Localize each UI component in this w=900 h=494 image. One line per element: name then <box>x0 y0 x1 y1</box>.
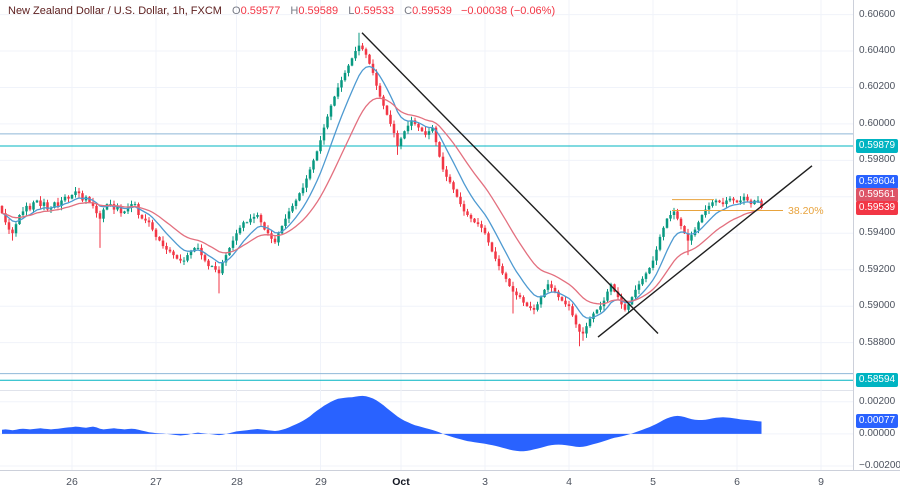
low-label: L <box>348 5 355 17</box>
price-pane[interactable]: 38.20% <box>0 0 853 390</box>
time-tick-label: 26 <box>66 476 78 488</box>
price-chart-canvas[interactable]: 38.20% <box>0 0 853 390</box>
price-label-chip: 0.59879 <box>856 139 898 153</box>
open-label: O <box>232 5 241 17</box>
price-tick-label: 0.60000 <box>859 118 896 129</box>
price-tick-label: 0.59800 <box>859 154 896 165</box>
price-label-chip: 0.59539 <box>856 201 898 215</box>
high-value: 0.59589 <box>298 5 339 17</box>
price-tick-label: 0.59400 <box>859 227 896 238</box>
close-value: 0.59539 <box>412 5 452 17</box>
time-tick-label: 27 <box>150 476 162 488</box>
close-label: C <box>404 5 413 17</box>
time-tick-label: 29 <box>315 476 327 488</box>
momentum-value-chip: 0.00077 <box>856 414 898 428</box>
change-value: −0.00038 (−0.06%) <box>460 5 556 17</box>
price-label-chip: 0.58594 <box>856 373 898 387</box>
price-axis[interactable]: 0.60600 0.60400 0.60200 0.60000 0.59800 0.596… <box>853 0 900 494</box>
symbol-legend: New Zealand Dollar / U.S. Dollar, 1h, FX… <box>8 5 555 17</box>
time-tick-label: 9 <box>818 476 824 488</box>
momentum-tick-label: 0.00000 <box>859 428 896 439</box>
price-tick-label: 0.60200 <box>859 81 896 92</box>
low-value: 0.59533 <box>354 5 395 17</box>
time-tick-label: 3 <box>482 476 488 488</box>
time-tick-label: 5 <box>650 476 656 488</box>
high-label: H <box>290 5 299 17</box>
open-value: 0.59577 <box>240 5 281 17</box>
price-tick-label: 0.60600 <box>859 9 896 20</box>
time-tick-label: 4 <box>566 476 572 488</box>
momentum-pane[interactable] <box>0 390 853 470</box>
time-axis[interactable]: 26 27 28 29 Oct 3 4 5 6 9 <box>0 470 900 494</box>
svg-text:38.20%: 38.20% <box>788 205 824 217</box>
price-tick-label: 0.59000 <box>859 300 896 311</box>
price-tick-label: 0.58800 <box>859 337 896 348</box>
time-tick-label: 28 <box>231 476 243 488</box>
momentum-chart-canvas[interactable] <box>0 390 853 470</box>
price-label-chip: 0.59604 <box>856 175 898 189</box>
time-tick-label: 6 <box>734 476 740 488</box>
momentum-tick-label: 0.00200 <box>859 396 896 407</box>
time-tick-label: Oct <box>392 476 410 488</box>
price-tick-label: 0.60400 <box>859 45 896 56</box>
symbol-title: New Zealand Dollar / U.S. Dollar, 1h, FX… <box>8 5 222 17</box>
price-tick-label: 0.59200 <box>859 264 896 275</box>
momentum-tick-label: −0.00200 <box>859 460 900 471</box>
price-label-chip: 0.59561 <box>856 188 898 202</box>
